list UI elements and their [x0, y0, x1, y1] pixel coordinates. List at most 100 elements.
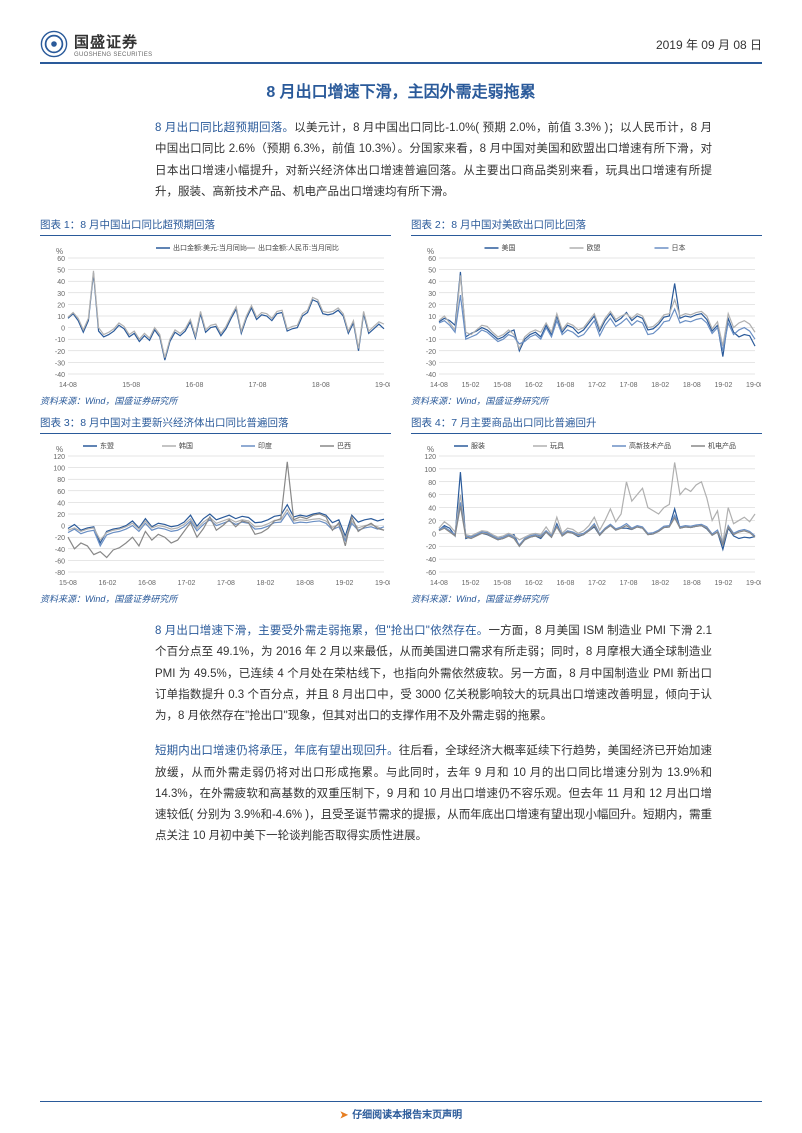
svg-text:-10: -10	[426, 337, 436, 344]
paragraph-3: 短期内出口增速仍将承压，年底有望出现回升。往后看，全球经济大概率延续下行趋势，美…	[155, 741, 712, 847]
svg-text:60: 60	[428, 256, 436, 263]
svg-text:20: 20	[428, 519, 436, 526]
svg-text:16-02: 16-02	[525, 382, 543, 389]
svg-text:15-02: 15-02	[462, 382, 480, 389]
svg-text:20: 20	[57, 302, 65, 309]
svg-text:16-08: 16-08	[138, 580, 156, 587]
svg-text:18-02: 18-02	[651, 580, 669, 587]
paragraph-1: 8 月出口同比超预期回落。以美元计，8 月中国出口同比-1.0%( 预期 2.0…	[155, 118, 712, 203]
company-name-cn: 国盛证券	[74, 31, 152, 52]
chart-2-svg: -40-30-20-100102030405060%14-0815-0215-0…	[411, 240, 761, 390]
svg-text:18-08: 18-08	[683, 580, 701, 587]
footer: ➤ 仔细阅读本报告末页声明	[0, 1101, 802, 1121]
svg-text:120: 120	[53, 454, 65, 461]
svg-text:16-02: 16-02	[525, 580, 543, 587]
svg-text:80: 80	[428, 480, 436, 487]
header: 国盛证券 GUOSHENG SECURITIES 2019 年 09 月 08 …	[40, 30, 762, 64]
chart-1-svg: -40-30-20-100102030405060%14-0815-0816-0…	[40, 240, 390, 390]
para1-lead: 8 月出口同比超预期回落。	[155, 122, 294, 134]
svg-text:%: %	[56, 247, 63, 256]
svg-text:19-08: 19-08	[746, 580, 761, 587]
svg-text:出口金额:人民币:当月同比: 出口金额:人民币:当月同比	[258, 243, 339, 252]
svg-text:100: 100	[424, 467, 436, 474]
svg-text:15-08: 15-08	[122, 382, 140, 389]
svg-text:18-02: 18-02	[651, 382, 669, 389]
svg-text:60: 60	[57, 489, 65, 496]
svg-text:20: 20	[428, 302, 436, 309]
svg-text:-20: -20	[426, 544, 436, 551]
svg-text:18-08: 18-08	[312, 382, 330, 389]
svg-text:-40: -40	[426, 372, 436, 379]
svg-text:16-08: 16-08	[556, 382, 574, 389]
chart-4-title: 图表 4：7 月主要商品出口同比普遍回升	[411, 415, 762, 434]
svg-text:出口金额:美元:当月同比: 出口金额:美元:当月同比	[173, 243, 247, 252]
svg-text:玩具: 玩具	[550, 442, 564, 450]
svg-text:30: 30	[57, 291, 65, 298]
svg-text:%: %	[427, 247, 434, 256]
svg-text:17-08: 17-08	[620, 580, 638, 587]
chart-1-title: 图表 1：8 月中国出口同比超预期回落	[40, 217, 391, 236]
svg-text:15-08: 15-08	[493, 382, 511, 389]
svg-text:17-08: 17-08	[249, 382, 267, 389]
svg-text:16-02: 16-02	[99, 580, 117, 587]
svg-text:60: 60	[57, 256, 65, 263]
para2-rest: 一方面，8 月美国 ISM 制造业 PMI 下滑 2.1 个百分点至 49.1%…	[155, 625, 712, 722]
svg-text:19-08: 19-08	[746, 382, 761, 389]
company-name-en: GUOSHENG SECURITIES	[74, 52, 152, 58]
chart-4-svg: -60-40-20020406080100120%14-0815-0215-08…	[411, 438, 761, 588]
svg-text:80: 80	[57, 477, 65, 484]
svg-text:%: %	[56, 445, 63, 454]
svg-text:17-08: 17-08	[217, 580, 235, 587]
company-logo-icon	[40, 30, 68, 58]
svg-text:日本: 日本	[672, 243, 686, 252]
svg-text:19-02: 19-02	[714, 382, 732, 389]
svg-text:120: 120	[424, 454, 436, 461]
svg-text:19-08: 19-08	[375, 382, 390, 389]
svg-text:-40: -40	[426, 557, 436, 564]
svg-text:20: 20	[57, 512, 65, 519]
svg-text:19-02: 19-02	[336, 580, 354, 587]
svg-text:10: 10	[57, 314, 65, 321]
svg-text:19-02: 19-02	[714, 580, 732, 587]
svg-text:17-02: 17-02	[588, 382, 606, 389]
svg-text:40: 40	[57, 500, 65, 507]
chart-2-title: 图表 2：8 月中国对美欧出口同比回落	[411, 217, 762, 236]
arrow-icon: ➤	[340, 1110, 348, 1121]
svg-text:50: 50	[428, 268, 436, 275]
chart-3-svg: -80-60-40-20020406080100120%15-0816-0216…	[40, 438, 390, 588]
svg-text:%: %	[427, 445, 434, 454]
svg-text:16-08: 16-08	[556, 580, 574, 587]
svg-text:40: 40	[428, 506, 436, 513]
svg-text:0: 0	[61, 524, 65, 531]
svg-text:19-08: 19-08	[375, 580, 390, 587]
svg-text:欧盟: 欧盟	[587, 243, 601, 252]
chart-2-source: 资料来源：Wind，国盛证券研究所	[411, 394, 762, 407]
svg-text:-30: -30	[55, 360, 65, 367]
svg-text:40: 40	[57, 279, 65, 286]
svg-text:-60: -60	[55, 558, 65, 565]
svg-text:15-08: 15-08	[493, 580, 511, 587]
svg-text:17-02: 17-02	[588, 580, 606, 587]
svg-text:-80: -80	[55, 570, 65, 577]
svg-text:-10: -10	[55, 337, 65, 344]
svg-text:0: 0	[61, 326, 65, 333]
svg-text:巴西: 巴西	[337, 442, 351, 450]
svg-text:东盟: 东盟	[100, 441, 114, 450]
report-date: 2019 年 09 月 08 日	[656, 36, 762, 53]
svg-text:-20: -20	[426, 349, 436, 356]
svg-text:-40: -40	[55, 547, 65, 554]
svg-text:17-08: 17-08	[620, 382, 638, 389]
svg-text:15-08: 15-08	[59, 580, 77, 587]
svg-text:50: 50	[57, 268, 65, 275]
svg-text:16-08: 16-08	[185, 382, 203, 389]
chart-1-block: 图表 1：8 月中国出口同比超预期回落 -40 -30 -20 -10 0 10 20 30 4…	[40, 217, 391, 407]
svg-text:18-08: 18-08	[296, 580, 314, 587]
footer-text: 仔细阅读本报告末页声明	[352, 1110, 462, 1121]
svg-text:100: 100	[53, 466, 65, 473]
svg-text:-30: -30	[426, 360, 436, 367]
chart-4-source: 资料来源：Wind，国盛证券研究所	[411, 592, 762, 605]
svg-text:-20: -20	[55, 349, 65, 356]
svg-text:14-08: 14-08	[430, 382, 448, 389]
svg-text:15-02: 15-02	[462, 580, 480, 587]
svg-text:-40: -40	[55, 372, 65, 379]
